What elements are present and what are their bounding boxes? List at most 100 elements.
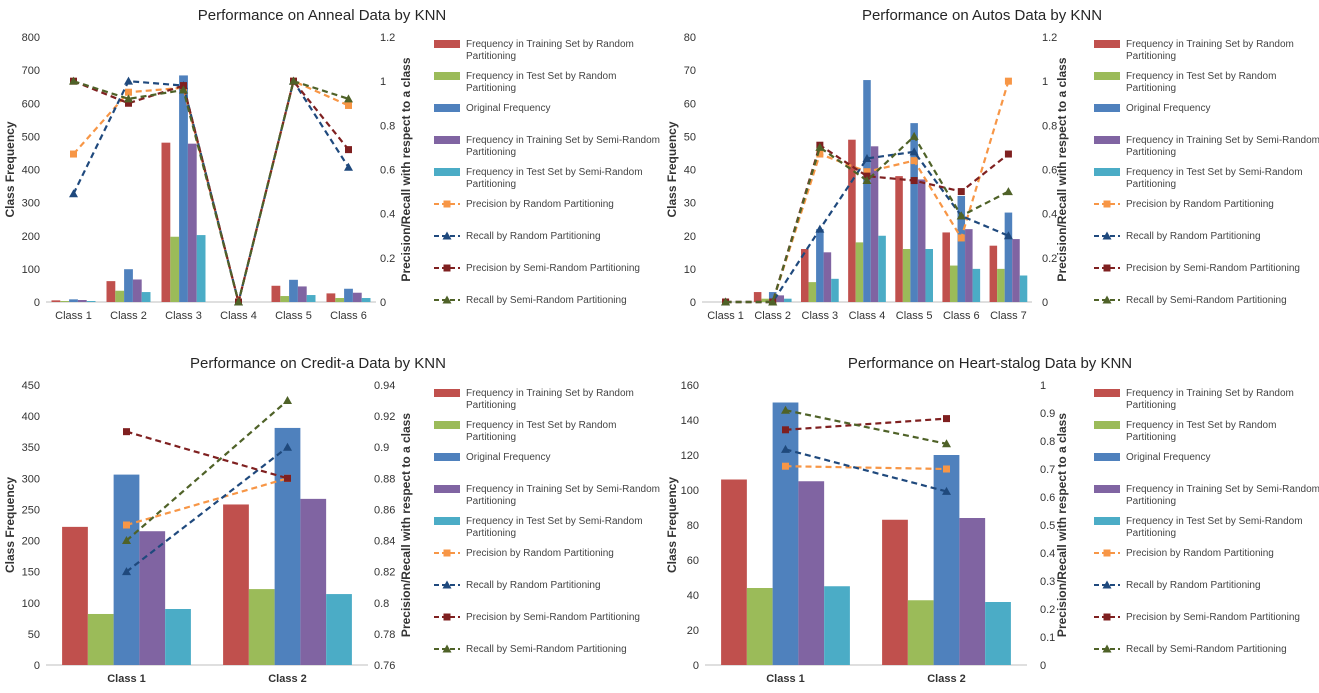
y-tick-label: 100 — [22, 598, 40, 610]
legend-swatch — [434, 168, 460, 176]
legend-label: Frequency in Training Set by Semi-Random… — [1126, 135, 1319, 158]
y-tick-label: 100 — [681, 485, 699, 497]
legend-label-line: Partitioning — [1126, 51, 1176, 62]
bar — [823, 252, 832, 302]
line-point — [125, 88, 132, 96]
line-point — [943, 465, 950, 473]
y2-tick-label: 0.6 — [1042, 165, 1057, 177]
chart-panel-2: Performance on Autos Data by KNN01020304… — [665, 7, 1319, 322]
bar — [746, 588, 773, 665]
bar — [124, 269, 133, 302]
series-line — [125, 446, 289, 573]
line-point — [863, 168, 871, 176]
bar — [1004, 212, 1013, 302]
bar — [300, 498, 327, 665]
y2-tick-label: 0.88 — [374, 473, 395, 485]
lines — [781, 405, 951, 495]
legend-marker — [1103, 549, 1111, 557]
legend-label-line: Original Frequency — [466, 452, 550, 463]
legend-label-line: Frequency in Test Set by Random — [466, 71, 616, 82]
bar — [949, 265, 958, 302]
legend: Frequency in Training Set by Random Parti… — [1094, 39, 1319, 306]
legend: Frequency in Training Set by Random Parti… — [434, 388, 660, 655]
line-point — [815, 224, 825, 233]
x-tick-label: Class 6 — [330, 310, 367, 322]
bar — [170, 236, 180, 302]
legend-swatch — [434, 453, 460, 461]
bar — [280, 296, 290, 302]
legend-marker — [442, 295, 452, 304]
legend-swatch — [1094, 136, 1120, 144]
legend-label-line: Original Frequency — [466, 103, 550, 114]
legend-swatch — [434, 40, 460, 48]
bar — [335, 298, 345, 302]
bar — [801, 249, 809, 302]
y-tick-label: 600 — [22, 98, 40, 110]
x-tick-label: Class 6 — [943, 310, 980, 322]
legend-label: Frequency in Test Set by Random Partition… — [466, 420, 616, 443]
bar — [223, 504, 249, 665]
y-tick-label: 300 — [22, 198, 40, 210]
y2-tick-label: 1 — [1040, 380, 1046, 392]
legend-label-line: Partitioning — [466, 400, 516, 411]
series-line — [73, 78, 350, 303]
x-tick-label: Class 1 — [107, 673, 146, 685]
bar — [139, 531, 166, 665]
legend-label-line: Frequency in Test Set by Random — [466, 420, 616, 431]
legend-label-line: Frequency in Training Set by Semi-Random — [466, 484, 660, 495]
bar — [798, 481, 825, 665]
y2-tick-label: 0.4 — [1040, 548, 1055, 560]
legend-swatch — [434, 421, 460, 429]
line-point — [782, 462, 789, 470]
bar — [161, 142, 171, 302]
legend-swatch — [1094, 517, 1120, 525]
y-tick-label: 200 — [22, 231, 40, 243]
line-point — [910, 157, 918, 165]
series-line — [126, 477, 288, 527]
y-tick-label: 30 — [684, 198, 696, 210]
y-tick-label: 40 — [687, 590, 699, 602]
bar — [77, 300, 87, 302]
line-point — [815, 142, 825, 151]
legend-label-line: Frequency in Training Set by Random — [466, 388, 634, 399]
chart-title: Performance on Autos Data by KNN — [862, 7, 1102, 24]
bar — [187, 143, 197, 302]
y-tick-label: 0 — [690, 297, 696, 309]
y-tick-label: 300 — [22, 473, 40, 485]
y2-axis-label: Precision/Recall with respect to a class — [1055, 413, 1069, 637]
legend-swatch — [1094, 485, 1120, 493]
chart-title: Performance on Anneal Data by KNN — [198, 7, 446, 24]
legend-swatch — [1094, 168, 1120, 176]
legend-label-line: Partitioning — [1126, 400, 1176, 411]
legend-label-line: Original Frequency — [1126, 103, 1210, 114]
y-tick-label: 60 — [687, 555, 699, 567]
y2-tick-label: 0.94 — [374, 380, 395, 392]
legend-label: Frequency in Training Set by Random Parti… — [466, 388, 634, 411]
legend-label-line: Partitioning — [1126, 147, 1176, 158]
legend-marker — [1103, 264, 1111, 272]
x-tick-label: Class 2 — [268, 673, 307, 685]
line-point — [69, 189, 78, 198]
x-tick-label: Class 1 — [766, 673, 805, 685]
bar — [784, 298, 792, 302]
bar — [132, 279, 142, 302]
bar — [917, 179, 926, 302]
bar — [1012, 239, 1020, 302]
legend-label-line: Partitioning — [1126, 83, 1176, 94]
legend-marker — [443, 264, 451, 272]
line-point — [122, 567, 131, 576]
legend-swatch — [1094, 453, 1120, 461]
lines — [122, 396, 292, 576]
y-tick-label: 0 — [34, 297, 40, 309]
chart-panel-4: Performance on Heart-stalog Data by KNN 0… — [665, 355, 1319, 685]
y-tick-label: 500 — [22, 131, 40, 143]
y2-tick-label: 0.92 — [374, 411, 395, 423]
y-tick-label: 10 — [684, 264, 696, 276]
legend-label: Precision by Random Partitioning — [466, 548, 614, 559]
bar — [942, 232, 950, 302]
bar — [352, 292, 362, 302]
bar — [824, 586, 850, 665]
bar — [855, 242, 864, 302]
legend-label-line: Frequency in Training Set by Random — [1126, 39, 1294, 50]
bar — [1019, 275, 1028, 302]
